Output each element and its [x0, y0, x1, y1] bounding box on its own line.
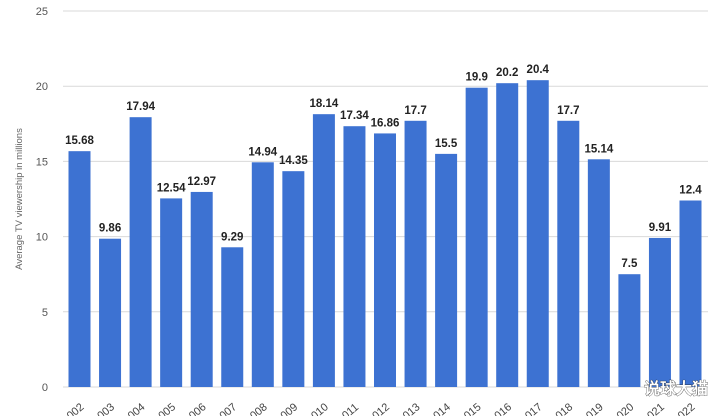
data-label-2021: 9.91 — [649, 222, 672, 234]
data-label-2017: 20.4 — [527, 64, 550, 76]
data-label-2011: 17.34 — [340, 110, 369, 122]
x-tick-label-2012: 012 — [370, 401, 392, 416]
data-label-2018: 17.7 — [557, 105, 579, 117]
x-tick-label-2015: 015 — [462, 401, 484, 416]
data-label-2006: 12.97 — [187, 176, 216, 188]
data-label-2022: 12.4 — [679, 185, 702, 197]
bar-2020 — [618, 274, 641, 387]
x-tick-label-2021: 021 — [645, 401, 667, 416]
data-label-2007: 9.29 — [221, 231, 243, 243]
bar-2005 — [160, 198, 183, 387]
bar-2017 — [526, 80, 549, 388]
data-label-2019: 15.14 — [584, 143, 613, 155]
data-label-2009: 14.35 — [279, 155, 308, 167]
data-label-2016: 20.2 — [496, 67, 518, 79]
bar-2006 — [190, 191, 213, 387]
bar-2021 — [648, 237, 671, 387]
bar-2018 — [557, 120, 580, 388]
bar-2015 — [465, 87, 488, 387]
y-axis-ticks: 0 5 10 15 20 25 — [36, 6, 48, 394]
bar-2009 — [282, 171, 305, 387]
data-label-2004: 17.94 — [126, 101, 155, 113]
bar-2010 — [312, 114, 335, 387]
y-tick-label: 10 — [36, 232, 48, 244]
data-label-2010: 18.14 — [310, 98, 339, 110]
data-label-2003: 9.86 — [99, 223, 121, 235]
x-tick-label-2017: 017 — [523, 401, 545, 416]
y-tick-label: 25 — [36, 6, 48, 18]
x-tick-label-2019: 019 — [584, 401, 606, 416]
x-tick-label-2016: 016 — [492, 401, 514, 416]
bar-2011 — [343, 126, 366, 388]
data-label-2020: 7.5 — [621, 258, 638, 270]
x-tick-label-2003: 003 — [95, 401, 117, 416]
y-tick-label: 5 — [42, 307, 48, 319]
y-tick-label: 20 — [36, 81, 48, 93]
bar-2019 — [587, 159, 610, 387]
data-label-2012: 16.86 — [371, 117, 400, 129]
x-tick-label-2011: 011 — [340, 401, 361, 416]
x-tick-label-2022: 022 — [676, 401, 698, 416]
bar-2022 — [679, 200, 702, 387]
watermark-text: 说球大猫 — [644, 379, 708, 398]
bar-2014 — [435, 153, 458, 387]
x-tick-label-2005: 005 — [156, 401, 178, 416]
x-tick-label-2010: 010 — [309, 401, 331, 416]
bar-2012 — [374, 133, 396, 387]
data-label-2005: 12.54 — [157, 182, 186, 194]
bar-2013 — [404, 120, 427, 388]
y-tick-label: 15 — [36, 156, 48, 168]
bar-2003 — [99, 238, 122, 387]
x-tick-label-2009: 009 — [279, 401, 301, 416]
bar-2007 — [221, 247, 244, 387]
x-tick-label-2004: 004 — [126, 401, 148, 416]
x-tick-label-2014: 014 — [431, 401, 453, 416]
bars — [68, 80, 702, 388]
bar-2004 — [129, 117, 152, 387]
data-label-2013: 17.7 — [404, 105, 426, 117]
x-axis-ticks: 002 003 004 005 006 007 008 009 010 011 012 013 014 0… — [65, 401, 698, 416]
data-label-2008: 14.94 — [248, 146, 277, 158]
data-label-2014: 15.5 — [435, 138, 458, 150]
x-tick-label-2002: 002 — [65, 401, 87, 416]
bar-2002 — [68, 151, 91, 387]
x-tick-label-2007: 007 — [217, 401, 239, 416]
x-tick-label-2018: 018 — [553, 401, 575, 416]
y-tick-label: 0 — [42, 382, 48, 394]
data-label-2015: 19.9 — [465, 72, 487, 84]
data-label-2002: 15.68 — [65, 135, 94, 147]
bar-2008 — [251, 162, 274, 387]
x-tick-label-2013: 013 — [401, 401, 423, 416]
x-tick-label-2008: 008 — [248, 401, 270, 416]
y-axis-title: Average TV viewership in millions — [14, 128, 25, 270]
bar-2016 — [496, 83, 519, 387]
x-tick-label-2006: 006 — [187, 401, 209, 416]
x-tick-label-2020: 020 — [615, 401, 637, 416]
